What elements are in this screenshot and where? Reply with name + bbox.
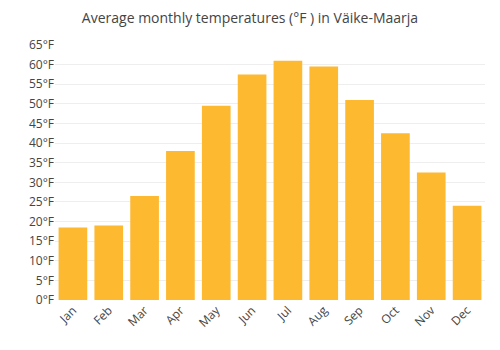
svg-text:50°F: 50°F	[29, 95, 54, 112]
svg-text:15°F: 15°F	[29, 232, 54, 249]
svg-text:Average monthly temperatures (: Average monthly temperatures (°F ) in Vä…	[82, 8, 418, 27]
svg-text:Apr: Apr	[161, 302, 187, 328]
svg-text:May: May	[195, 301, 224, 330]
svg-text:20°F: 20°F	[29, 213, 54, 230]
svg-text:65°F: 65°F	[29, 36, 54, 53]
svg-text:Aug: Aug	[304, 302, 332, 330]
svg-text:Jun: Jun	[234, 302, 259, 327]
svg-text:Jan: Jan	[55, 302, 80, 327]
svg-text:Nov: Nov	[411, 302, 439, 330]
svg-text:Feb: Feb	[89, 302, 115, 328]
svg-text:40°F: 40°F	[29, 134, 54, 151]
svg-text:Mar: Mar	[124, 302, 152, 330]
svg-text:5°F: 5°F	[36, 272, 54, 289]
svg-text:55°F: 55°F	[29, 75, 54, 92]
svg-text:45°F: 45°F	[29, 115, 54, 132]
svg-text:Jul: Jul	[273, 302, 295, 324]
svg-text:60°F: 60°F	[29, 56, 54, 73]
svg-text:35°F: 35°F	[29, 154, 54, 171]
svg-text:0°F: 0°F	[36, 291, 54, 308]
svg-text:30°F: 30°F	[29, 174, 54, 191]
svg-text:Dec: Dec	[447, 302, 474, 329]
svg-text:25°F: 25°F	[29, 193, 54, 210]
svg-text:Sep: Sep	[340, 302, 367, 329]
svg-text:Oct: Oct	[377, 302, 403, 328]
svg-text:10°F: 10°F	[29, 252, 54, 269]
